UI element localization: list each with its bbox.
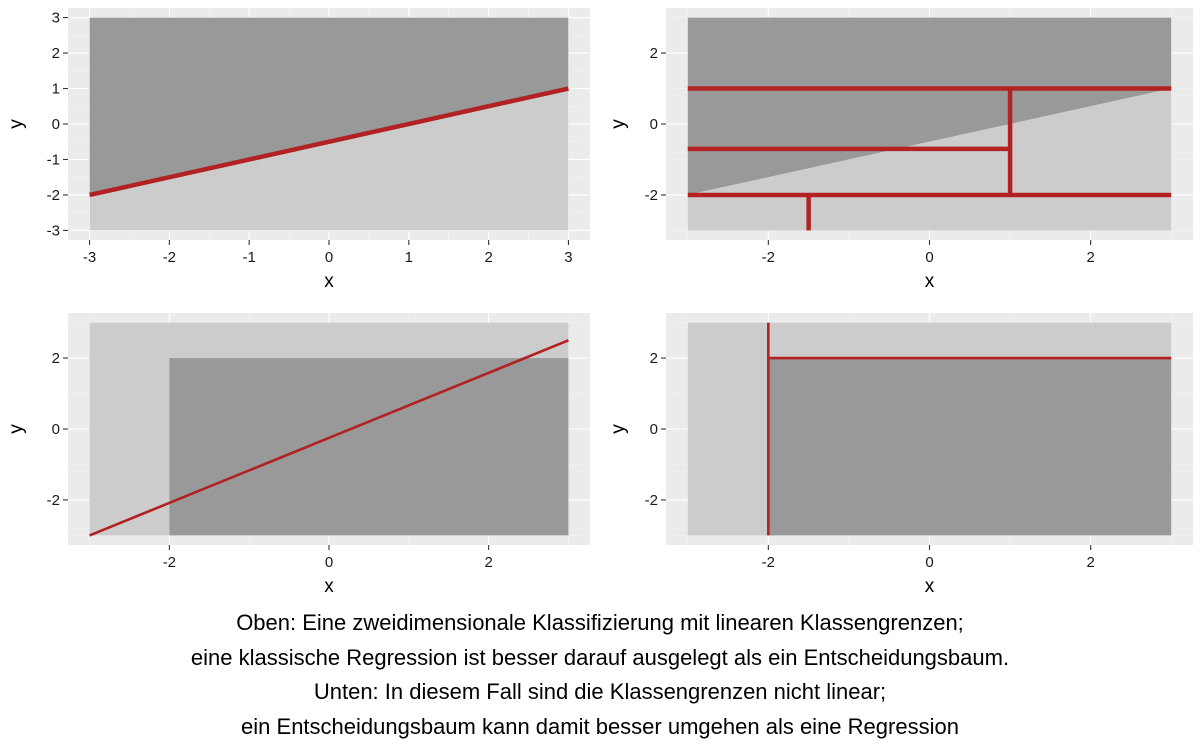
panel-1-x-tick-label-3: -1 (243, 249, 256, 266)
panel-1-x-tick-label-5: 1 (405, 249, 413, 266)
panel-1-x-tick-label-1: -3 (83, 249, 96, 266)
panel-1-region-light-2 (89, 88, 569, 231)
panel-1-x-tick-label-2: -2 (163, 249, 176, 266)
panel-3-x-axis-label: x (324, 576, 334, 597)
panel-4: -2 0 2 -2 0 2 x y (608, 313, 1193, 597)
panel-3: -2 0 2 -2 0 2 x y (6, 313, 590, 597)
panel-4-y-tick-label-1: -2 (645, 492, 658, 509)
caption-line-4: ein Entscheidungsbaum kann damit besser … (241, 713, 959, 739)
panel-2-y-tick-label-2: 0 (650, 116, 658, 133)
panel-1-region-dark-1 (89, 17, 569, 195)
panel-1: -3 -2 -1 0 1 2 3 -3 -2 -1 0 1 2 3 x y (6, 8, 590, 292)
panel-1-y-tick-label-5: 1 (52, 81, 60, 98)
panel-3-x-tick-label-3: 2 (484, 554, 492, 571)
panel-1-y-tick-label-2: -2 (47, 187, 60, 204)
panel-4-y-tick-label-3: 2 (650, 350, 658, 367)
panel-1-y-axis-label: y (6, 119, 27, 129)
panel-1-x-tick-label-6: 2 (484, 249, 492, 266)
panel-4-y-axis-label: y (608, 424, 629, 434)
panel-1-y-tick-label-1: -3 (47, 222, 60, 239)
panel-1-boundary-line-1 (89, 86, 569, 198)
panel-3-x-tick-label-1: -2 (163, 554, 176, 571)
panel-1-x-axis-label: x (324, 271, 334, 292)
figure-four-panels: -3 -2 -1 0 1 2 3 -3 -2 -1 0 1 2 3 x y -2 0 2 -2 0 2 x y -2 0 2 -2 0 2… (6, 8, 1193, 597)
panel-1-y-tick-label-7: 3 (52, 10, 60, 27)
caption-line-1: Oben: Eine zweidimensionale Klassifizier… (236, 610, 964, 635)
panel-4-x-tick-label-1: -2 (762, 554, 775, 571)
panel-3-boundary-line-1 (89, 339, 569, 537)
panel-4-region-dark-2 (768, 358, 1172, 536)
panel-2-x-tick-label-3: 2 (1086, 249, 1094, 266)
panel-2-y-axis-label: y (608, 119, 629, 129)
panel-3-y-axis-label: y (6, 424, 27, 434)
panel-3-region-dark-2 (169, 358, 569, 536)
panel-3-y-tick-label-1: -2 (47, 492, 60, 509)
panel-1-y-tick-label-4: 0 (52, 116, 60, 133)
panel-4-x-axis-label: x (925, 576, 935, 597)
caption-line-2: eine klassische Regression ist besser da… (190, 644, 1010, 670)
panel-2-x-axis-label: x (925, 271, 935, 292)
panel-2-x-tick-label-2: 0 (925, 249, 933, 266)
panel-4-x-tick-label-3: 2 (1086, 554, 1094, 571)
figure-caption: Oben: Eine zweidimensionale Klassifizier… (0, 606, 1200, 744)
panel-3-y-tick-label-3: 2 (52, 350, 60, 367)
panel-3-x-tick-label-2: 0 (325, 554, 333, 571)
panel-1-y-tick-label-6: 2 (52, 45, 60, 62)
panel-2: -2 0 2 -2 0 2 x y (608, 8, 1193, 292)
panel-2-x-tick-label-1: -2 (762, 249, 775, 266)
panel-1-y-tick-label-3: -1 (47, 151, 60, 168)
panel-2-y-tick-label-1: -2 (645, 187, 658, 204)
panel-2-y-tick-label-3: 2 (650, 45, 658, 62)
panel-1-x-tick-label-7: 3 (564, 249, 572, 266)
caption-line-3: Unten: In diesem Fall sind die Klassengr… (313, 679, 887, 704)
panel-3-y-tick-label-2: 0 (52, 421, 60, 438)
panel-4-x-tick-label-2: 0 (925, 554, 933, 571)
panel-1-x-tick-label-4: 0 (325, 249, 333, 266)
panel-4-y-tick-label-2: 0 (650, 421, 658, 438)
